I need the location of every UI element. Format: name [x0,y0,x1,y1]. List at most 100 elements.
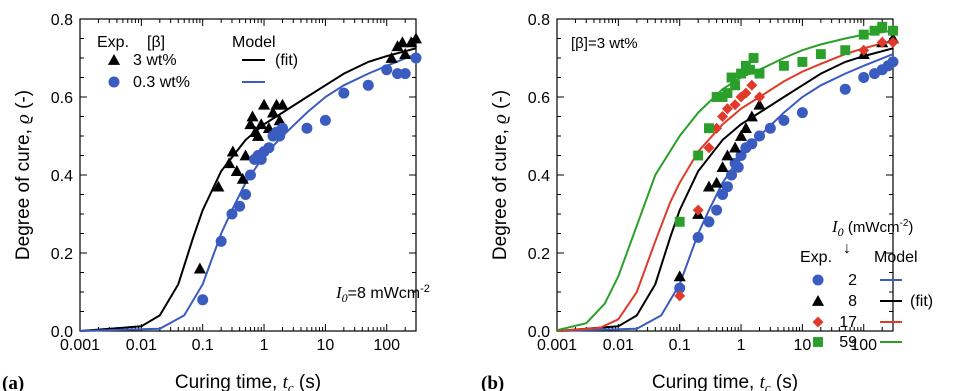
data-point [797,56,808,67]
data-point [197,294,209,306]
data-point [877,21,888,32]
panel-label: (b) [481,373,504,391]
data-point [711,92,722,102]
data-point [734,129,748,141]
chart-panel-a: 0.001 0.01 0.1 1 10 100 0.0 0.2 0.4 0.6 0.8 Curing … [2,12,430,391]
legend-intensity-title: I0 (mWcm-2) [831,217,913,239]
legend-fit-label: (fit) [275,52,298,69]
data-point [244,118,257,130]
data-point [717,111,729,122]
legend-exp-header: Exp. [800,249,832,266]
data-point [840,45,851,56]
data-point [726,169,738,181]
data-point [673,270,686,282]
x-tick-label: 100 [850,337,877,354]
data-point [277,122,289,134]
data-point [410,52,422,64]
data-point [729,99,741,111]
legend-marker [107,53,121,65]
data-point [385,51,398,63]
data-point [746,79,758,91]
data-point [255,118,268,130]
y-tick-label: 0.8 [51,12,73,29]
data-point [674,290,686,302]
data-point [399,48,412,59]
beta-condition-label: [β]=3 wt% [571,35,638,52]
legend: I0 (mWcm-2) Exp. ↓ Model 2 8 17 59 (fit) [800,217,933,351]
data-point [730,80,741,91]
data-point [234,200,246,212]
data-point [392,68,404,80]
data-point [381,64,393,76]
data-point [888,25,898,36]
y-tick-label: 0.0 [528,324,550,341]
data-point [226,208,238,220]
data-point [778,114,790,126]
data-point [753,98,766,110]
panel-label: (a) [2,373,24,391]
y-tick-label: 0.2 [51,246,73,263]
x-tick-label: 0.001 [60,337,100,354]
data-point [362,79,374,91]
legend-marker [812,316,824,328]
x-tick-label: 10 [316,337,334,354]
data-point [721,181,733,193]
y-tick-label: 0.4 [51,168,73,185]
y-ticks [557,18,893,332]
data-point [876,36,888,48]
data-point [764,122,776,134]
data-point [887,56,899,68]
x-tick-label: 1 [260,337,269,354]
data-point [399,68,411,80]
y-tick-label: 0.2 [528,246,550,263]
x-tick-label: 0.1 [192,337,214,354]
data-point [396,36,409,48]
x-axis-label: Curing time, tc (s) [652,372,798,391]
data-point [239,149,252,161]
data-point [858,72,870,83]
y-axis-label: Degree of cure, ϱ (-) [490,90,511,260]
y-tick-label: 0.0 [51,324,73,341]
series-2 [674,56,899,294]
y-tick-label: 0.6 [528,90,550,107]
data-point [244,169,256,181]
data-point [692,204,704,216]
data-point [722,88,733,99]
legend: Exp. [β] Model 3 wt% 0.3 wt% (fit) [97,34,298,91]
legend-fit-label: (fit) [910,293,933,310]
data-point [236,172,249,184]
data-point [212,180,225,192]
data-point [858,29,869,40]
model-curve-1 [556,47,894,332]
data-point [736,68,746,79]
series-0-3-wt- [197,52,422,306]
legend-marker [813,337,823,347]
legend-intensity-value: 8 [848,293,857,310]
x-tick-label: 10 [793,337,811,354]
data-point [338,87,350,99]
data-point [815,49,826,60]
series-3-wt- [193,32,423,274]
data-point [754,130,766,142]
x-tick-label: 0.01 [126,337,157,354]
data-point [409,32,423,44]
data-point [703,216,715,228]
data-point [703,142,715,154]
chart-panel-b: 0.001 0.01 0.1 1 10 100 0.0 0.2 0.4 0.6 0.8 Curing … [481,12,933,391]
data-point [711,204,723,216]
y-tick-label: 0.6 [51,90,73,107]
data-point [740,87,752,99]
data-point [796,107,808,119]
data-point [674,216,685,227]
data-point [729,141,742,153]
data-point [702,180,716,192]
data-point [721,103,733,115]
data-point [193,262,206,274]
data-point [301,122,313,134]
data-point [257,98,271,110]
legend-marker [811,294,825,306]
data-point [704,123,714,134]
x-ticks [556,19,894,331]
data-point [230,165,243,176]
